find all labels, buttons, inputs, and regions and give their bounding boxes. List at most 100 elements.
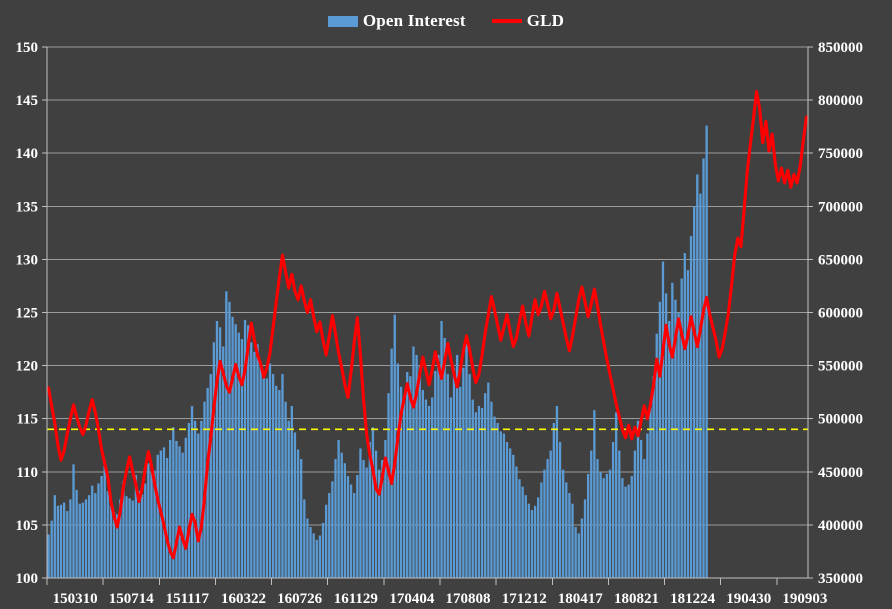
bar xyxy=(109,504,113,578)
right-axis-tick-label: 800000 xyxy=(818,93,863,109)
bar xyxy=(331,481,334,578)
left-axis-tick-label: 135 xyxy=(16,199,39,215)
bar xyxy=(480,408,484,578)
bar xyxy=(674,299,677,578)
bar xyxy=(518,479,521,578)
bar xyxy=(172,427,175,578)
bar xyxy=(689,236,693,579)
bar xyxy=(225,291,228,578)
bar xyxy=(362,460,365,578)
bar xyxy=(268,363,272,578)
bar xyxy=(661,261,665,578)
bar xyxy=(222,346,225,578)
bar xyxy=(240,339,244,578)
bar xyxy=(477,405,481,578)
bar xyxy=(312,533,315,578)
bar xyxy=(281,374,284,578)
bar xyxy=(530,510,534,578)
bar xyxy=(156,454,159,578)
bar xyxy=(106,490,109,578)
bar xyxy=(81,502,85,578)
bar xyxy=(611,442,615,578)
bar xyxy=(78,503,81,578)
bar xyxy=(356,474,359,578)
bar xyxy=(212,342,216,578)
bar xyxy=(427,405,431,578)
bar xyxy=(293,432,297,578)
bar xyxy=(353,493,356,578)
bar xyxy=(402,395,406,578)
bar xyxy=(668,321,671,578)
bar xyxy=(91,485,94,578)
bar xyxy=(378,469,381,578)
bar xyxy=(119,499,122,578)
bar xyxy=(565,482,568,578)
line-series-gld xyxy=(47,90,808,560)
bar xyxy=(343,463,347,578)
bar xyxy=(418,365,421,578)
bar xyxy=(474,412,477,578)
bar xyxy=(533,505,537,578)
axis-lines xyxy=(42,46,813,579)
bar xyxy=(134,474,138,578)
bar xyxy=(396,363,400,578)
bar xyxy=(231,316,234,578)
bar xyxy=(275,385,278,578)
bar xyxy=(643,459,646,578)
bar xyxy=(228,301,231,578)
bar xyxy=(69,499,72,578)
bar xyxy=(399,386,403,578)
bar xyxy=(97,483,100,578)
bar xyxy=(181,452,184,578)
bar xyxy=(459,386,462,578)
bar xyxy=(421,390,424,578)
bar xyxy=(271,374,275,578)
bar xyxy=(178,446,181,578)
bar xyxy=(583,499,587,578)
bar xyxy=(187,422,191,578)
bar xyxy=(393,314,396,578)
bar xyxy=(59,504,63,578)
bar xyxy=(384,439,387,578)
bar xyxy=(646,433,649,578)
bar xyxy=(184,437,187,578)
bar xyxy=(234,324,237,578)
bar xyxy=(284,401,287,578)
bar xyxy=(549,450,552,578)
right-axis-tick-label: 750000 xyxy=(818,146,863,162)
bar xyxy=(346,476,350,578)
right-axis-tick-label: 700000 xyxy=(818,199,863,215)
right-axis-tick-label: 550000 xyxy=(818,359,863,375)
bar xyxy=(543,469,546,578)
bar xyxy=(140,494,144,578)
left-axis-tick-label: 120 xyxy=(16,359,39,375)
bar xyxy=(359,448,362,578)
bar xyxy=(699,193,702,578)
bar xyxy=(568,493,571,578)
left-axis-tick-labels: 100 105 110 115 120 125 130 135 140 145 150 xyxy=(16,40,39,587)
legend-swatch-line-icon xyxy=(491,19,522,23)
left-axis-tick-label: 140 xyxy=(16,146,39,162)
bar xyxy=(443,337,446,578)
left-axis-tick-label: 100 xyxy=(16,571,39,587)
x-axis-tick-label: 170404 xyxy=(389,591,435,607)
bar xyxy=(577,533,580,578)
bar xyxy=(605,473,608,578)
bar xyxy=(112,512,116,578)
bar xyxy=(465,344,468,578)
bar xyxy=(75,489,78,578)
left-axis-tick-label: 130 xyxy=(16,252,39,268)
legend-label-gld: GLD xyxy=(526,11,565,30)
left-axis-tick-label: 125 xyxy=(16,306,39,322)
bar xyxy=(147,463,150,578)
bar xyxy=(287,420,290,578)
bar xyxy=(580,518,584,578)
bar xyxy=(209,374,212,578)
bar xyxy=(237,332,240,578)
bar xyxy=(100,476,103,578)
bar xyxy=(371,427,375,578)
legend-label-open-interest: Open Interest xyxy=(362,11,466,30)
bar xyxy=(116,514,119,578)
bar xyxy=(652,376,655,578)
